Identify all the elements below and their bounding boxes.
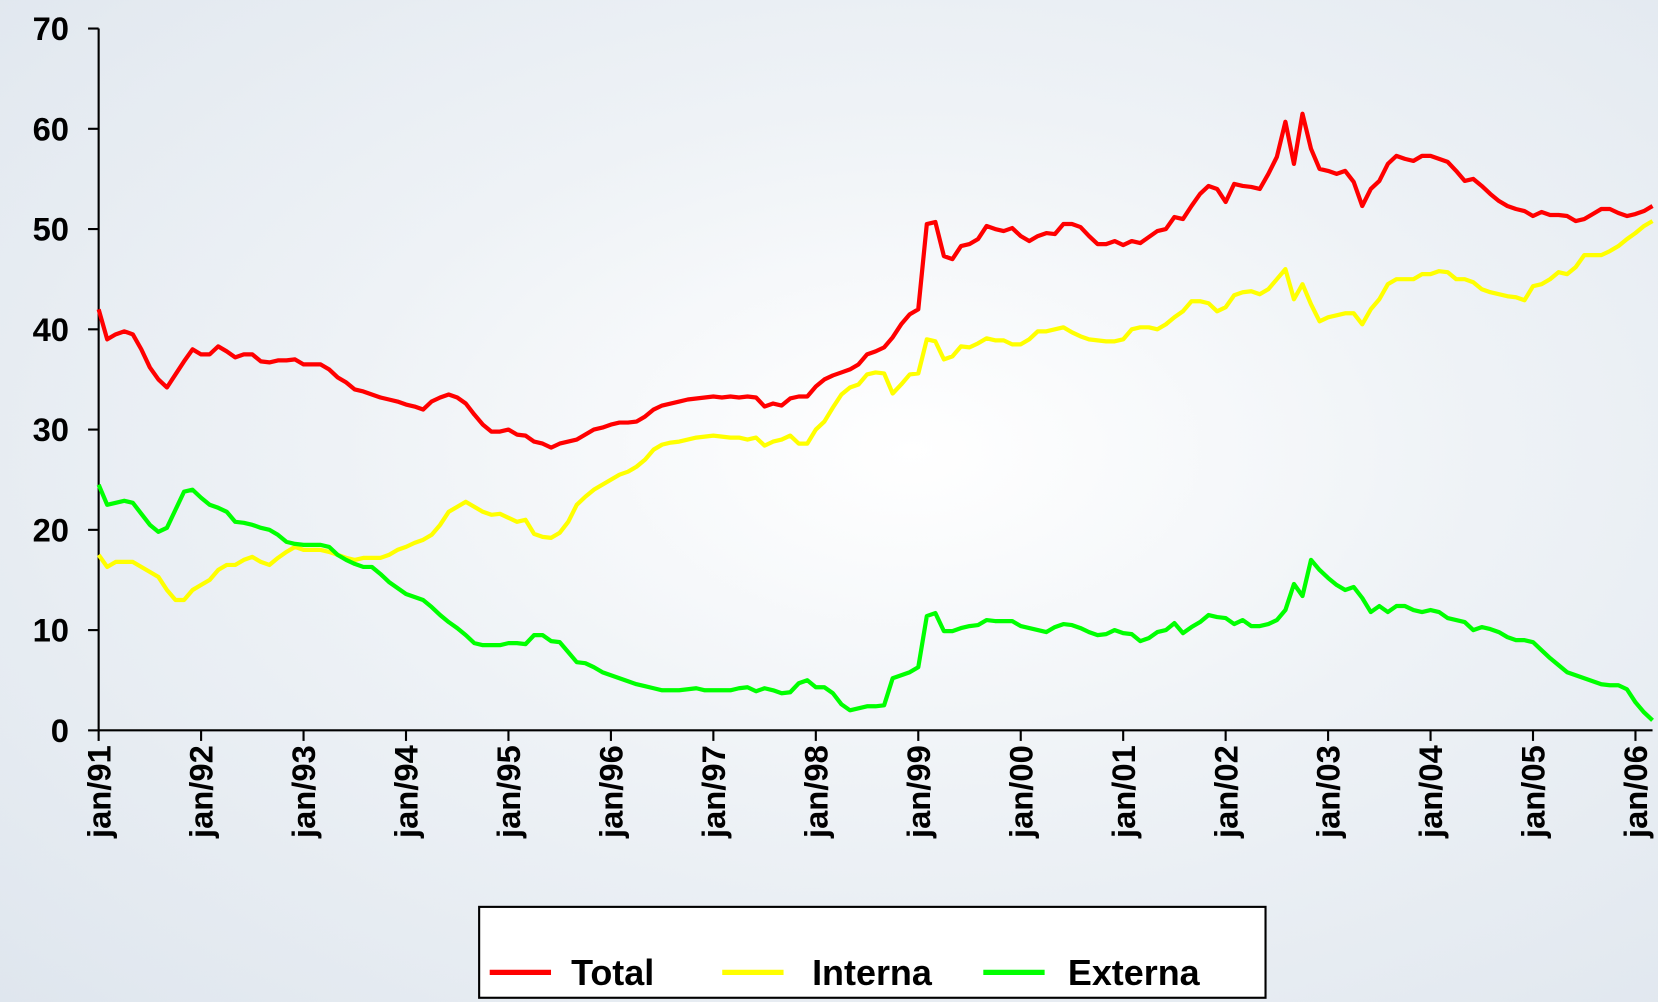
series-line bbox=[96, 219, 1654, 603]
x-tick-label: jan/03 bbox=[1310, 745, 1347, 839]
x-tick-label: jan/98 bbox=[797, 745, 834, 839]
y-tick-label: 20 bbox=[33, 511, 69, 548]
x-tick-label: jan/95 bbox=[490, 745, 527, 839]
y-tick-label: 40 bbox=[33, 311, 69, 348]
legend-box bbox=[478, 905, 1267, 999]
legend-label: Externa bbox=[1068, 952, 1201, 993]
y-tick-label: 30 bbox=[33, 411, 69, 448]
series-line bbox=[96, 483, 1654, 722]
x-tick-label: jan/94 bbox=[388, 744, 425, 839]
y-tick-label: 50 bbox=[33, 211, 69, 248]
x-tick-label: jan/05 bbox=[1515, 745, 1552, 839]
x-tick-label: jan/06 bbox=[1617, 745, 1654, 839]
x-tick-label: jan/99 bbox=[900, 745, 937, 839]
y-tick-label: 70 bbox=[33, 10, 69, 47]
series-line bbox=[96, 111, 1654, 450]
legend-label: Total bbox=[571, 952, 654, 993]
legend-label: Interna bbox=[812, 952, 933, 993]
x-tick-label: jan/02 bbox=[1207, 745, 1244, 839]
x-tick-label: jan/93 bbox=[285, 745, 322, 839]
x-tick-label: jan/04 bbox=[1412, 744, 1449, 839]
y-tick-label: 60 bbox=[33, 110, 69, 147]
y-tick-label: 0 bbox=[51, 712, 69, 749]
x-tick-label: jan/01 bbox=[1105, 745, 1142, 839]
x-tick-label: jan/97 bbox=[695, 745, 732, 839]
x-tick-label: jan/96 bbox=[593, 745, 630, 839]
x-tick-label: jan/92 bbox=[183, 745, 220, 839]
x-tick-label: jan/91 bbox=[80, 745, 117, 839]
x-tick-label: jan/00 bbox=[1002, 745, 1039, 839]
y-tick-label: 10 bbox=[33, 612, 69, 649]
